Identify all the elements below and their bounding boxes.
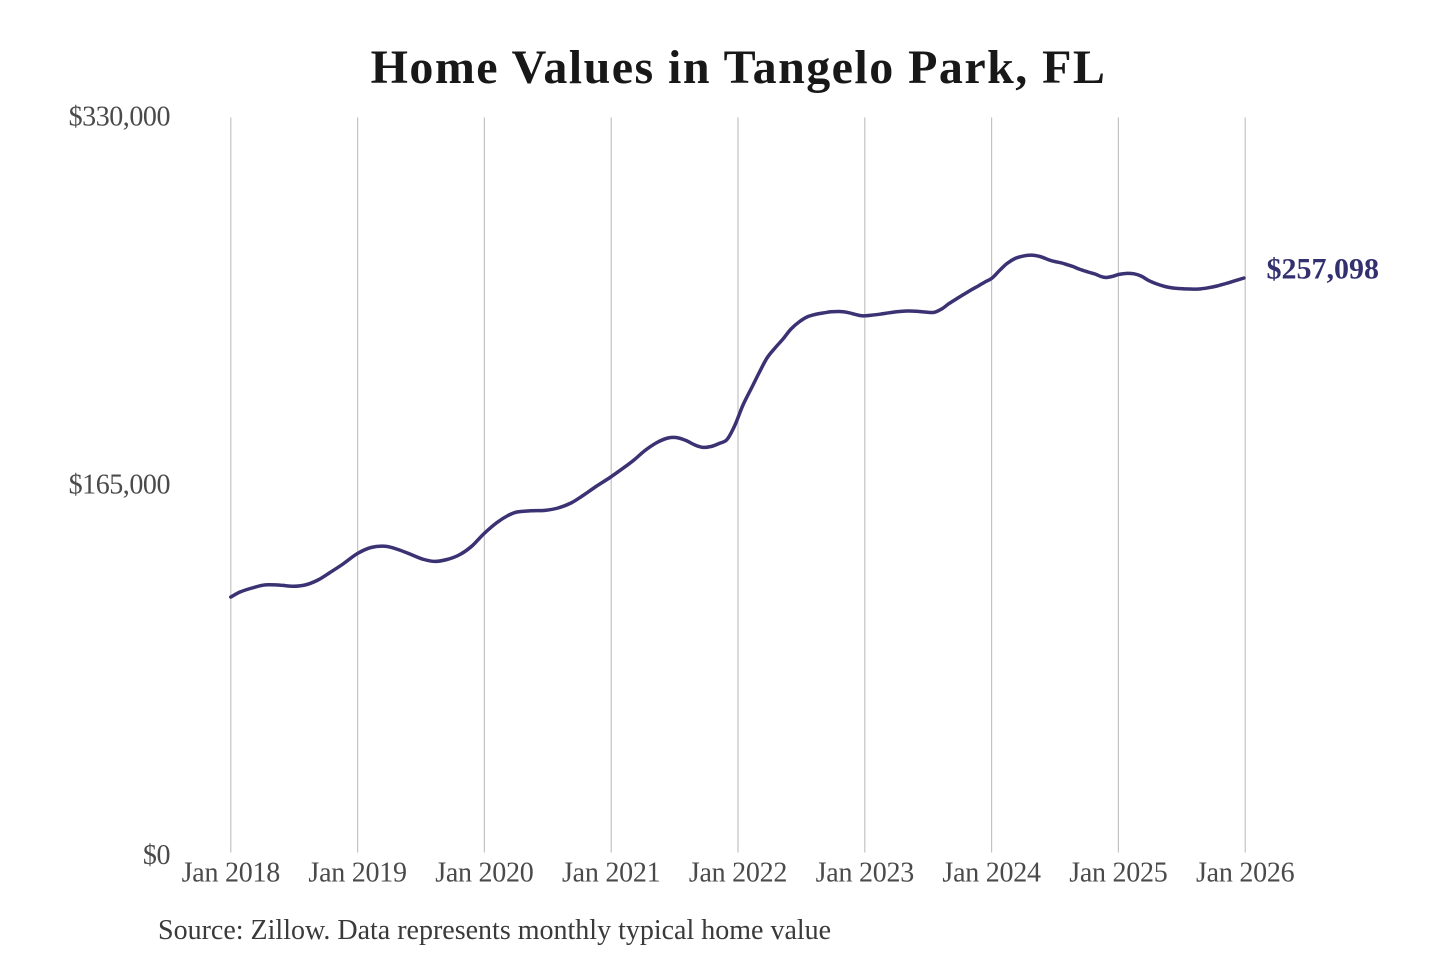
svg-text:Jan 2025: Jan 2025 [1069, 858, 1167, 889]
svg-text:Jan 2022: Jan 2022 [689, 858, 787, 889]
svg-text:Jan 2019: Jan 2019 [308, 858, 406, 889]
svg-text:Jan 2026: Jan 2026 [1196, 858, 1295, 889]
svg-text:$330,000: $330,000 [69, 101, 170, 132]
svg-text:Jan 2023: Jan 2023 [816, 858, 914, 889]
svg-text:Jan 2018: Jan 2018 [182, 858, 280, 889]
svg-text:Home Values in Tangelo Park, F: Home Values in Tangelo Park, FL [371, 41, 1107, 94]
svg-text:Jan 2020: Jan 2020 [435, 858, 533, 889]
svg-text:$0: $0 [143, 840, 170, 871]
svg-text:Jan 2024: Jan 2024 [942, 858, 1041, 889]
svg-text:$165,000: $165,000 [69, 470, 170, 501]
svg-text:Source: Zillow. Data represent: Source: Zillow. Data represents monthly … [158, 915, 831, 946]
svg-text:$257,098: $257,098 [1267, 252, 1380, 285]
svg-text:Jan 2021: Jan 2021 [562, 858, 660, 889]
